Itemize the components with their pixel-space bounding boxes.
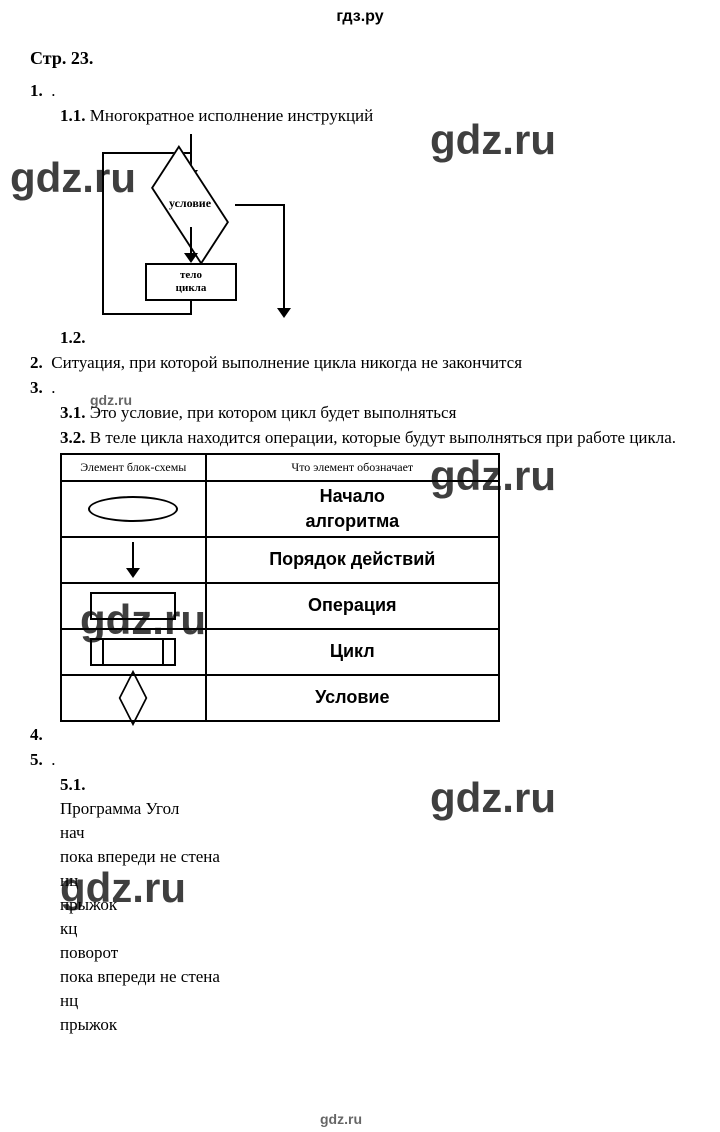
- cell-meaning-2: Порядок действий: [206, 537, 499, 583]
- code-line: пока впереди не стена: [60, 966, 690, 989]
- fc-loop-bottom: [102, 313, 192, 315]
- num-1-1: 1.1.: [60, 105, 86, 128]
- code-line: нц: [60, 990, 690, 1013]
- num-1: 1.: [30, 80, 43, 103]
- text-3-1: Это условие, при котором цикл будет выпо…: [90, 403, 457, 422]
- item-1-2: 1.2.: [30, 327, 690, 350]
- cell-meaning-5: Условие: [206, 675, 499, 721]
- arrow-icon: [123, 542, 143, 578]
- cell-meaning-3: Операция: [206, 583, 499, 629]
- th-meaning: Что элемент обозначает: [206, 454, 499, 480]
- item-4: 4.: [30, 724, 690, 747]
- item-3-1: 3.1. Это условие, при котором цикл будет…: [30, 402, 690, 425]
- cycle-icon: [90, 638, 176, 666]
- item-3-dot: .: [51, 378, 55, 397]
- code-line: пока впереди не стена: [60, 846, 690, 869]
- code-line: прыжок: [60, 894, 690, 917]
- num-5-1: 5.1.: [60, 774, 86, 797]
- code-line: поворот: [60, 942, 690, 965]
- item-1-1: 1.1. Многократное исполнение инструкций: [30, 105, 690, 128]
- num-3-1: 3.1.: [60, 402, 86, 425]
- item-5-dot: .: [51, 750, 55, 769]
- oval-icon: [88, 496, 178, 522]
- item-3-2: 3.2. В теле цикла находится операции, ко…: [30, 427, 690, 450]
- cell-shape-oval: [61, 481, 206, 537]
- flowchart: условие тело цикла: [70, 132, 350, 327]
- num-5: 5.: [30, 749, 43, 772]
- fc-box-down: [190, 301, 192, 315]
- fc-exit-right: [235, 204, 285, 206]
- element-table: Элемент блок-схемы Что элемент обозначае…: [60, 453, 500, 721]
- num-4: 4.: [30, 724, 43, 747]
- item-5-1: 5.1.: [30, 774, 690, 797]
- cell-shape-diamond: [61, 675, 206, 721]
- code-line: Программа Угол: [60, 798, 690, 821]
- fc-diamond-label: условие: [145, 195, 235, 211]
- watermark-footer: gdz.ru: [320, 1110, 362, 1129]
- num-3-2: 3.2.: [60, 427, 86, 450]
- fc-body-box: тело цикла: [145, 263, 237, 301]
- code-block: Программа Угол нач пока впереди не стена…: [60, 798, 690, 1036]
- page-content: Стр. 23. 1. . 1.1. Многократное исполнен…: [0, 28, 720, 1037]
- meaning-1-l1: Начало: [320, 486, 385, 506]
- code-line: нач: [60, 822, 690, 845]
- fc-mid-arrow: [184, 253, 198, 263]
- fc-exit-down: [283, 204, 285, 312]
- text-3-2: В теле цикла находится операции, которые…: [90, 428, 676, 447]
- cell-shape-cycle: [61, 629, 206, 675]
- table-header-row: Элемент блок-схемы Что элемент обозначае…: [61, 454, 499, 480]
- fc-box-line2: цикла: [176, 282, 207, 294]
- item-5: 5. .: [30, 749, 690, 772]
- cell-meaning-4: Цикл: [206, 629, 499, 675]
- item-1-dot: .: [51, 81, 55, 100]
- rect-icon: [90, 592, 176, 620]
- diamond-icon: [90, 681, 176, 715]
- num-3: 3.: [30, 377, 43, 400]
- table-row: Операция: [61, 583, 499, 629]
- code-line: нц: [60, 870, 690, 893]
- table-row: Цикл: [61, 629, 499, 675]
- table-row: Условие: [61, 675, 499, 721]
- num-2: 2.: [30, 352, 43, 375]
- cell-shape-arrow: [61, 537, 206, 583]
- table-row: Порядок действий: [61, 537, 499, 583]
- item-2: 2. Ситуация, при которой выполнение цикл…: [30, 352, 690, 375]
- text-1-1: Многократное исполнение инструкций: [90, 106, 374, 125]
- item-1: 1. .: [30, 80, 690, 103]
- th-shape: Элемент блок-схемы: [61, 454, 206, 480]
- fc-exit-arrow: [277, 308, 291, 318]
- site-header: гдз.ру: [0, 0, 720, 28]
- item-3: 3. .: [30, 377, 690, 400]
- table-row: Начало алгоритма: [61, 481, 499, 537]
- page-title: Стр. 23.: [30, 46, 690, 70]
- code-line: кц: [60, 918, 690, 941]
- text-2: Ситуация, при которой выполнение цикла н…: [51, 353, 522, 372]
- code-line: прыжок: [60, 1014, 690, 1037]
- cell-meaning-1: Начало алгоритма: [206, 481, 499, 537]
- fc-box-line1: тело: [180, 269, 202, 281]
- cell-shape-rect: [61, 583, 206, 629]
- fc-loop-vert: [102, 152, 104, 315]
- meaning-1-l2: алгоритма: [305, 511, 399, 531]
- num-1-2: 1.2.: [60, 327, 86, 350]
